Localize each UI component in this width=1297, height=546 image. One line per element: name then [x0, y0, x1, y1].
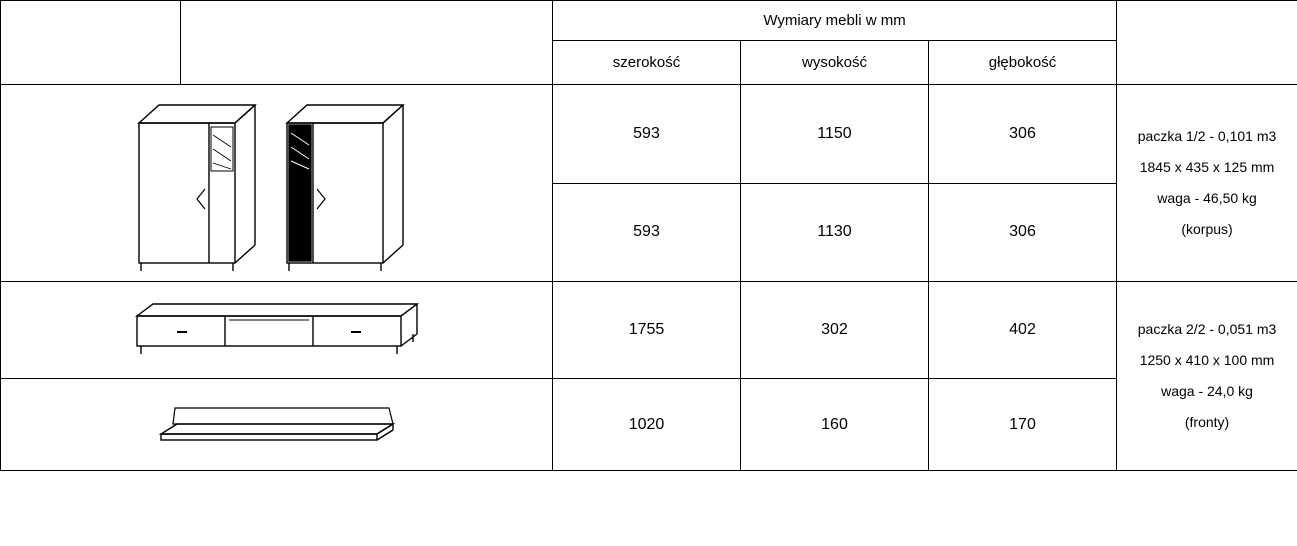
header-dimensions-title: Wymiary mebli w mm [553, 1, 1117, 41]
image-cell-cabinets [1, 85, 553, 282]
header-blank-3 [1117, 1, 1297, 85]
note-line: waga - 46,50 kg [1125, 183, 1289, 214]
cell-width: 1020 [553, 379, 741, 471]
table-row: 593 1150 306 paczka 1/2 - 0,101 m3 1845 … [1, 85, 1297, 184]
cell-width: 593 [553, 85, 741, 184]
image-cell-shelf [1, 379, 553, 471]
shelf-icon [117, 390, 437, 460]
note-line: 1250 x 410 x 100 mm [1125, 345, 1289, 376]
header-row: Wymiary mebli w mm [1, 1, 1297, 41]
notes-cell-1: paczka 1/2 - 0,101 m3 1845 x 435 x 125 m… [1117, 85, 1297, 282]
table-row: 1755 302 402 paczka 2/2 - 0,051 m3 1250 … [1, 282, 1297, 379]
subheader-height: wysokość [741, 41, 929, 85]
cabinet-pair-icon [117, 93, 437, 273]
header-blank-2 [181, 1, 553, 85]
image-cell-tv-unit [1, 282, 553, 379]
table-row: 1020 160 170 [1, 379, 1297, 471]
cell-height: 1130 [741, 183, 929, 282]
cell-depth: 306 [929, 85, 1117, 184]
note-line: (fronty) [1125, 407, 1289, 438]
notes-cell-2: paczka 2/2 - 0,051 m3 1250 x 410 x 100 m… [1117, 282, 1297, 471]
cell-width: 1755 [553, 282, 741, 379]
subheader-width: szerokość [553, 41, 741, 85]
cell-height: 302 [741, 282, 929, 379]
note-line: (korpus) [1125, 214, 1289, 245]
dimensions-table: Wymiary mebli w mm szerokość wysokość gł… [0, 0, 1297, 471]
tv-unit-icon [117, 290, 437, 370]
cell-depth: 170 [929, 379, 1117, 471]
cell-height: 1150 [741, 85, 929, 184]
subheader-depth: głębokość [929, 41, 1117, 85]
header-blank-1 [1, 1, 181, 85]
cell-depth: 306 [929, 183, 1117, 282]
cell-width: 593 [553, 183, 741, 282]
note-line: waga - 24,0 kg [1125, 376, 1289, 407]
cell-depth: 402 [929, 282, 1117, 379]
note-line: paczka 2/2 - 0,051 m3 [1125, 314, 1289, 345]
note-line: 1845 x 435 x 125 mm [1125, 152, 1289, 183]
note-line: paczka 1/2 - 0,101 m3 [1125, 121, 1289, 152]
cell-height: 160 [741, 379, 929, 471]
